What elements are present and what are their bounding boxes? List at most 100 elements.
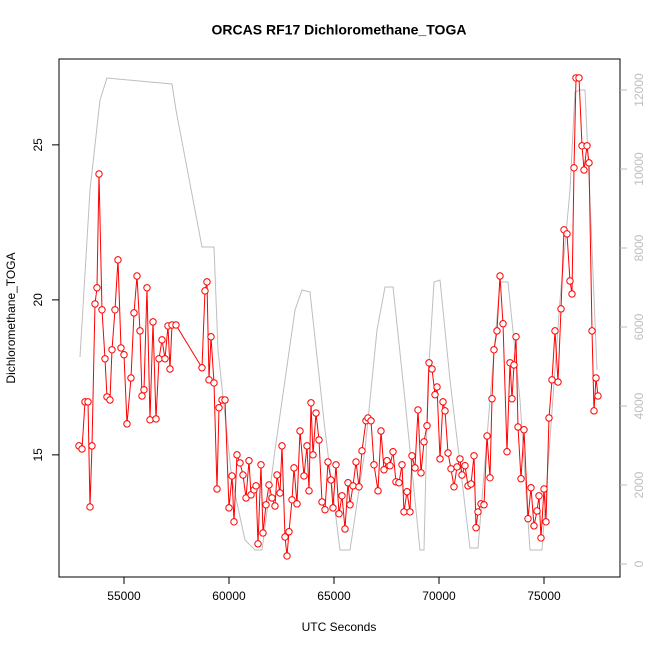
point [535,492,543,500]
point [245,457,253,465]
point [575,74,583,82]
point [554,378,562,386]
point [288,496,296,504]
point [488,395,496,403]
point [425,359,433,367]
point [431,391,439,399]
point [467,480,475,488]
point [551,327,559,335]
point [210,379,218,387]
point [318,498,326,506]
point [483,432,491,440]
point [146,416,154,424]
point [84,398,92,406]
point [236,459,244,467]
series-line [79,77,598,551]
point [155,355,163,363]
point [225,504,233,512]
point [228,472,236,480]
point [307,399,315,407]
point [512,333,520,341]
point [453,463,461,471]
point [444,449,452,457]
point [332,461,340,469]
point [563,230,571,238]
y-tick-label: 20 [31,293,45,307]
point [120,351,128,359]
point [278,442,286,450]
point [400,508,408,516]
point [517,475,525,483]
point [78,445,86,453]
point [433,383,441,391]
point [133,272,141,280]
x-tick-label: 60000 [212,589,246,603]
point [198,364,206,372]
y2-tick-label: 4000 [632,392,646,419]
point [88,442,96,450]
chart-title: ORCAS RF17 Dichloromethane_TOGA [212,22,467,38]
point [461,462,469,470]
point [276,489,284,497]
point [374,487,382,495]
point [472,524,480,532]
point [106,396,114,404]
point [324,458,332,466]
point [239,471,247,479]
point [152,415,160,423]
point [140,386,148,394]
x-tick-label: 55000 [107,589,141,603]
point [158,336,166,344]
point [458,471,466,479]
point [273,471,281,479]
point [300,472,308,480]
point [417,469,425,477]
point [285,528,293,536]
point [456,455,464,463]
point [411,464,419,472]
point [583,142,591,150]
point [557,305,565,313]
point [493,327,501,335]
point [230,518,238,526]
point [262,501,270,509]
point [370,461,378,469]
point [335,510,343,518]
point [161,355,169,363]
point [117,344,125,352]
point [527,484,535,492]
point [281,533,289,541]
point [221,396,229,404]
point [346,501,354,509]
point [486,474,494,482]
point [305,487,313,495]
point [503,448,511,456]
point [349,482,357,490]
point [450,483,458,491]
point [271,502,279,510]
point [542,518,550,526]
point [233,451,241,459]
point [352,458,360,466]
y2-tick-label: 12000 [632,73,646,107]
point [341,525,349,533]
point [93,284,101,292]
point [108,346,116,354]
point [398,461,406,469]
point [428,365,436,373]
y2-tick-label: 8000 [632,234,646,261]
point [570,164,578,172]
point [490,346,498,354]
point [338,492,346,500]
x-tick-label: 70000 [422,589,456,603]
point [389,448,397,456]
point [101,355,109,363]
point [254,540,262,548]
point [136,327,144,335]
point [215,404,223,412]
point [257,461,265,469]
point [213,485,221,493]
point [296,427,304,435]
point [588,327,596,335]
point [408,452,416,460]
